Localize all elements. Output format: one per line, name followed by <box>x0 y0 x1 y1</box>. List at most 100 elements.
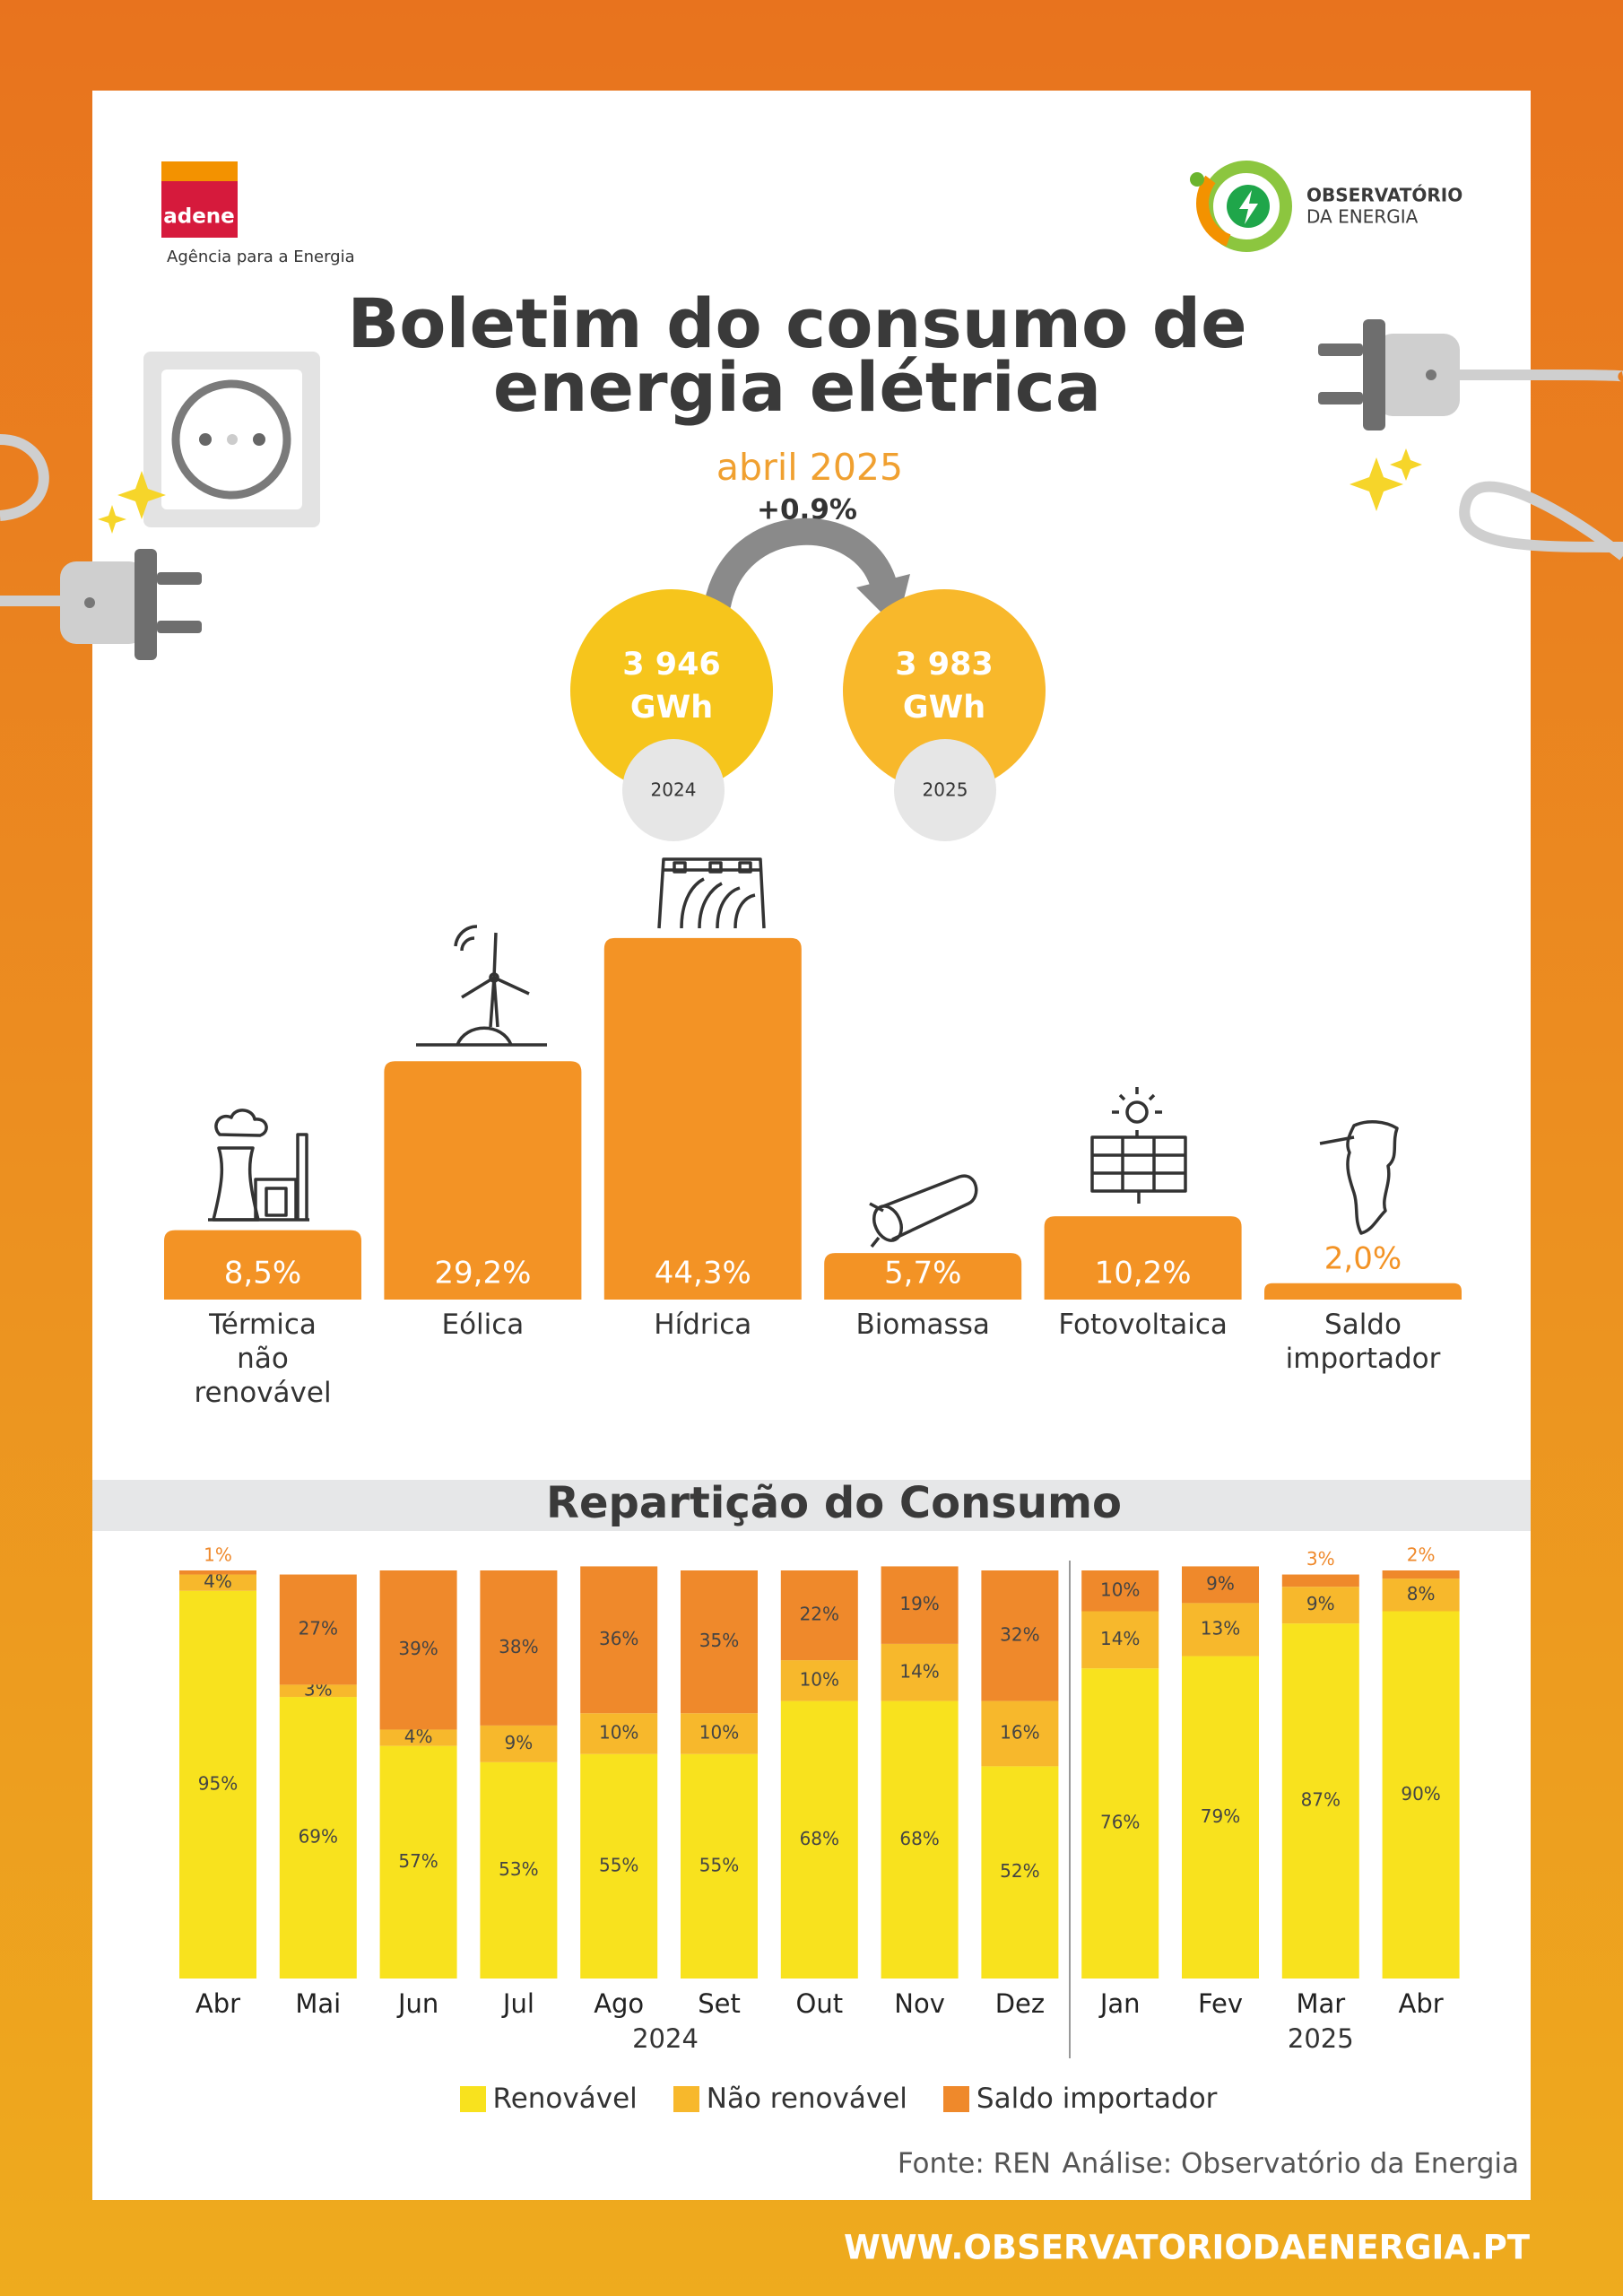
title-line: Boletim do consumo de <box>347 283 1246 363</box>
value-label: 69% <box>299 1826 338 1848</box>
group-label: 2024 <box>632 2023 699 2054</box>
bar-segment <box>580 1713 658 1754</box>
value-label: 79% <box>1201 1805 1240 1827</box>
value-label: 5,7% <box>884 1256 961 1292</box>
bar <box>1044 1216 1242 1300</box>
value-label: 39% <box>398 1638 438 1659</box>
plug-right <box>1318 344 1363 356</box>
socket <box>171 379 291 500</box>
sparkles <box>1350 457 1403 511</box>
total-year: 2024 <box>651 779 697 801</box>
total-2025 <box>843 589 1046 792</box>
value-label: 14% <box>1100 1628 1140 1649</box>
total-value: 3 946 <box>622 647 721 683</box>
category-label: Saldo importador <box>1285 1309 1441 1375</box>
adene-logo: adene <box>161 161 238 238</box>
value-label: 87% <box>1301 1789 1341 1811</box>
bar-segment <box>279 1697 357 1979</box>
value-label: 52% <box>1000 1860 1039 1882</box>
icon-wind <box>416 925 547 1047</box>
value-label: 9% <box>1306 1593 1335 1614</box>
x-tick-label: Mar <box>1296 1988 1345 2019</box>
value-label: 76% <box>1100 1812 1140 1833</box>
icon-wind <box>461 932 530 999</box>
value-label: 95% <box>198 1772 238 1794</box>
title-line: energia elétrica <box>493 347 1101 427</box>
bar-segment <box>1281 1587 1359 1624</box>
socket <box>227 434 238 445</box>
value-label: 13% <box>1201 1617 1240 1639</box>
sparkles <box>98 448 1422 534</box>
category-label: Biomassa <box>855 1309 990 1341</box>
bar <box>603 937 802 1300</box>
adene-logo <box>161 161 238 181</box>
socket <box>253 433 265 446</box>
value-label: 32% <box>1000 1623 1039 1645</box>
socket-decoration <box>0 434 72 606</box>
icon-solar <box>1125 1100 1149 1124</box>
icon-thermal <box>212 1146 260 1222</box>
plug-left <box>60 561 145 644</box>
bar-segment <box>379 1570 457 1730</box>
bar-segment <box>881 1566 959 1644</box>
value-label: 29,2% <box>434 1256 531 1292</box>
icon-dam <box>738 861 752 874</box>
value-label: 55% <box>699 1854 739 1875</box>
value-label: 2,0% <box>1324 1240 1402 1276</box>
bar-segment <box>1281 1574 1359 1587</box>
value-label: 10% <box>599 1722 638 1744</box>
socket <box>199 433 212 446</box>
value-label: 44,3% <box>655 1256 751 1292</box>
icon-portugal <box>1319 1120 1399 1235</box>
bar-segment <box>981 1570 1059 1701</box>
logo-text: adene <box>163 205 235 229</box>
value-label: 3% <box>1306 1548 1335 1570</box>
x-tick-label: Dez <box>995 1988 1045 2019</box>
bar-segment <box>881 1700 959 1979</box>
value-label: 10,2% <box>1095 1256 1192 1292</box>
bar-segment <box>480 1761 558 1979</box>
icon-solar <box>1090 1087 1187 1204</box>
icon-dam <box>657 857 766 929</box>
value-label: 8,5% <box>224 1256 301 1292</box>
bar-segment <box>179 1570 256 1575</box>
category-label: Térmica não renovável <box>194 1309 332 1409</box>
socket-decoration <box>0 434 49 521</box>
bar-segment <box>1081 1570 1159 1612</box>
x-tick-label: Abr <box>195 1988 240 2019</box>
legend-swatch <box>942 2085 969 2112</box>
bar-segment <box>1382 1611 1460 1979</box>
logo-right-line: DA ENERGIA <box>1306 206 1419 228</box>
bar-segment <box>379 1745 457 1979</box>
analysis: Análise: Observatório da Energia <box>1062 2148 1519 2180</box>
value-label: 36% <box>599 1628 638 1649</box>
plug-left <box>157 621 202 633</box>
total-unit: GWh <box>630 690 713 726</box>
bar-segment <box>179 1590 256 1979</box>
bar-segment <box>580 1753 658 1979</box>
value-label: 22% <box>800 1604 839 1625</box>
observatorio-logo <box>1239 190 1258 224</box>
x-tick-label: Set <box>698 1988 741 2019</box>
icon-wind <box>456 1026 513 1046</box>
bar-segment <box>279 1684 357 1698</box>
plug-right <box>1363 319 1385 430</box>
x-tick-label: Mai <box>295 1988 341 2019</box>
bar-segment <box>279 1574 357 1685</box>
x-tick-label: Nov <box>894 1988 945 2019</box>
legend-item: Não renovável <box>673 2083 907 2115</box>
value-label: 68% <box>899 1828 939 1849</box>
observatorio-logo <box>1196 175 1231 247</box>
bar-segment <box>1081 1611 1159 1669</box>
value-label: 2% <box>1407 1544 1436 1566</box>
observatorio-logo <box>1190 161 1292 252</box>
value-label: 35% <box>699 1630 739 1651</box>
value-label: 14% <box>899 1660 939 1682</box>
plug-right <box>1318 319 1623 561</box>
bar <box>1264 1283 1462 1300</box>
socket <box>143 352 320 527</box>
plug-right <box>1426 370 1436 380</box>
value-label: 90% <box>1401 1783 1440 1805</box>
icon-dam <box>708 861 723 874</box>
value-label: 16% <box>1000 1722 1039 1744</box>
